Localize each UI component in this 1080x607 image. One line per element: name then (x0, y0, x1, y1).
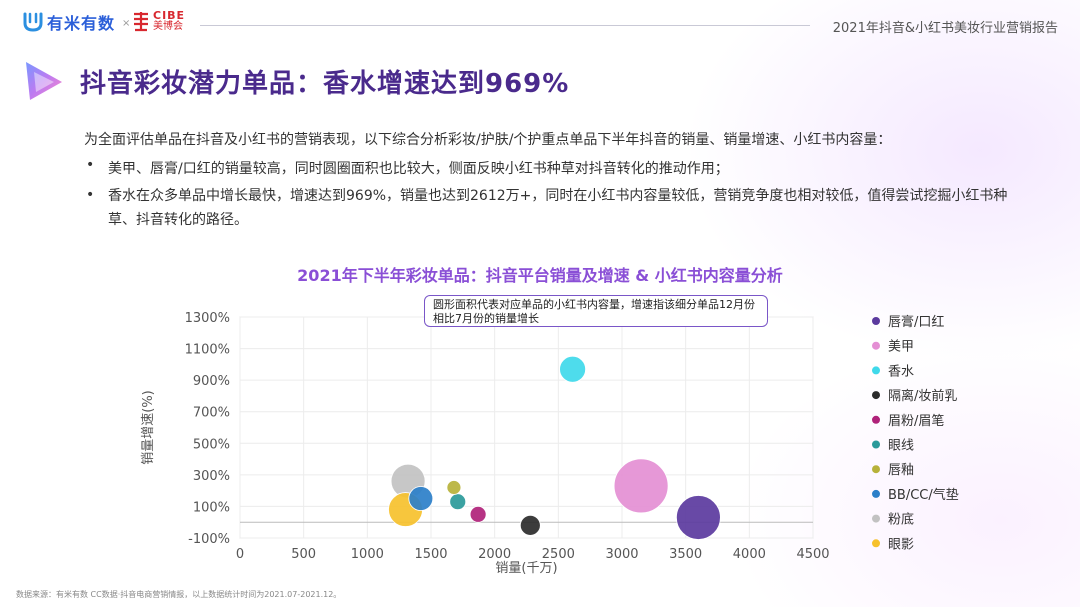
legend-label: 粉底 (888, 512, 914, 528)
header-divider (200, 25, 810, 26)
bubble-point (469, 505, 487, 523)
legend-marker (872, 465, 880, 474)
bubble-point (449, 493, 467, 511)
legend-marker (872, 440, 880, 449)
y-tick-label: -100% (188, 532, 230, 547)
legend-label: 眉粉/眉笔 (888, 413, 944, 429)
intro-text: 为全面评估单品在抖音及小红书的营销表现，以下综合分析彩妆/护肤/个护重点单品下半… (84, 132, 892, 148)
x-tick-label: 4000 (733, 547, 766, 562)
cibe-logo: CIBE 美博会 (132, 10, 185, 32)
brand-separator: × (122, 18, 131, 29)
bubble-point (446, 480, 462, 495)
cibe-brand-cn: 美博会 (153, 21, 183, 32)
bullet-item: 香水在众多单品中增长最快，增速达到969%，销量也达到2612万+，同时在小红书… (108, 188, 1008, 228)
bullet-marker: • (86, 187, 95, 203)
legend-marker (872, 391, 880, 400)
x-tick-label: 1500 (414, 547, 447, 562)
bubble-point (613, 458, 669, 514)
x-tick-label: 4500 (796, 547, 829, 562)
legend-label: 眼线 (888, 439, 914, 454)
cibe-brand-en: CIBE (153, 9, 186, 22)
legend-label: 眼影 (888, 537, 914, 552)
bubble-point (559, 355, 586, 383)
x-tick-label: 500 (291, 547, 316, 562)
x-axis-label: 销量(千万) (495, 561, 557, 576)
y-tick-label: 1100% (185, 343, 230, 358)
bullet-item: 美甲、唇膏/口红的销量较高，同时圆圈面积也比较大，侧面反映小红书种草对抖音转化的… (108, 161, 729, 177)
legend-label: 唇膏/口红 (888, 314, 944, 330)
x-tick-label: 1000 (351, 547, 384, 562)
legend-marker (872, 317, 880, 325)
y-tick-label: 100% (193, 500, 230, 515)
legend-label: 香水 (888, 364, 914, 379)
bubble-point (676, 495, 721, 540)
y-tick-label: 500% (193, 437, 230, 452)
y-tick-label: 1300% (185, 311, 230, 326)
legend-label: 隔离/妆前乳 (888, 388, 957, 404)
cibe-logo-icon (134, 12, 148, 32)
report-title: 2021年抖音&小红书美妆行业营销报告 (832, 21, 1058, 36)
x-tick-label: 2500 (542, 547, 575, 562)
legend-marker (872, 539, 880, 548)
legend-marker (872, 514, 880, 523)
page-title: 抖音彩妆潜力单品：香水增速达到969% (80, 69, 570, 99)
youmi-logo-icon (23, 12, 43, 32)
legend-marker (872, 415, 880, 424)
youmi-brand-text: 有米有数 (47, 14, 116, 33)
x-tick-label: 2000 (478, 547, 511, 562)
x-tick-label: 0 (236, 547, 244, 562)
legend-label: 美甲 (888, 340, 914, 355)
header: 有米有数 × CIBE 美博会 2021年抖音&小红书美妆行业营销报告 (0, 0, 1080, 50)
x-tick-label: 3500 (669, 547, 702, 562)
y-tick-label: 300% (193, 469, 230, 484)
legend-label: 唇釉 (888, 463, 914, 478)
play-triangle-icon (26, 62, 62, 100)
bullet-marker: • (86, 157, 95, 173)
legend-marker (872, 366, 880, 375)
legend-label: BB/CC/气垫 (888, 487, 959, 503)
chart-annotation: 圆形面积代表对应单品的小红书内容量，增速指该细分单品12月份相比7月份的销量增长 (424, 295, 768, 327)
youmi-logo: 有米有数 (22, 10, 115, 34)
y-tick-label: 700% (193, 406, 230, 421)
bubble-point (408, 486, 434, 511)
y-axis-label: 销量增速(%) (141, 390, 156, 465)
y-tick-label: 900% (193, 374, 230, 389)
x-tick-label: 3000 (605, 547, 638, 562)
bubble-point (519, 514, 541, 536)
legend-marker (872, 489, 880, 498)
plot-area (239, 316, 814, 539)
footer-source: 数据来源：有米有数 CC数据·抖音电商营销情报，以上数据统计时间为2021.07… (16, 590, 342, 599)
chart-title: 2021年下半年彩妆单品：抖音平台销量及增速 & 小红书内容量分析 (297, 266, 783, 285)
legend-marker (872, 341, 880, 350)
